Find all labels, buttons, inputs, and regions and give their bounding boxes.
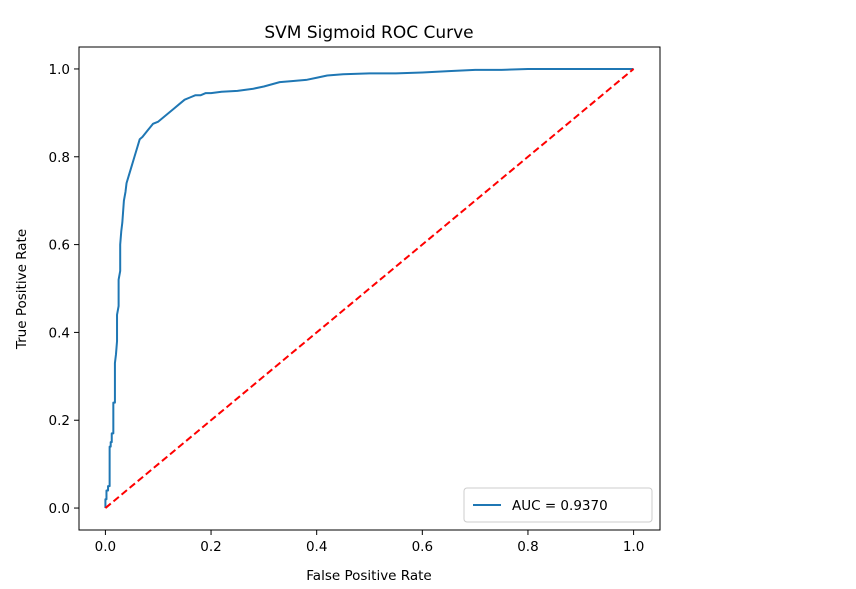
x-tick-label: 0.2	[200, 539, 221, 555]
legend: AUC = 0.9370	[463, 487, 653, 523]
x-axis-label: False Positive Rate	[306, 568, 431, 584]
x-tick-label: 0.4	[306, 539, 327, 555]
x-tick-label: 0.6	[412, 539, 433, 555]
x-tick-label: 0.0	[95, 539, 116, 555]
x-tick-label: 0.8	[517, 539, 538, 555]
y-tick-label: 0.4	[49, 325, 70, 341]
legend-label: AUC = 0.9370	[512, 498, 608, 514]
axes-layer: 0.0 0.2 0.4 0.6 0.8 1.0 0.0 0.2 0.4 0.6 0.8 1.0	[49, 46, 661, 555]
legend-box	[463, 487, 653, 523]
y-tick-label: 0.8	[49, 150, 70, 166]
plot-frame	[78, 46, 661, 531]
y-tick-label: 0.2	[49, 413, 70, 429]
roc-curve-line	[104, 67, 634, 509]
chance-diagonal-line	[104, 68, 635, 509]
y-tick-label: 0.6	[49, 238, 70, 254]
y-tick-label: 0.0	[49, 501, 70, 517]
chart-title: SVM Sigmoid ROC Curve	[264, 23, 473, 43]
x-tick-label: 1.0	[623, 539, 644, 555]
y-tick-label: 1.0	[49, 62, 70, 78]
series-layer	[104, 67, 635, 509]
y-axis-label: True Positive Rate	[14, 229, 30, 350]
